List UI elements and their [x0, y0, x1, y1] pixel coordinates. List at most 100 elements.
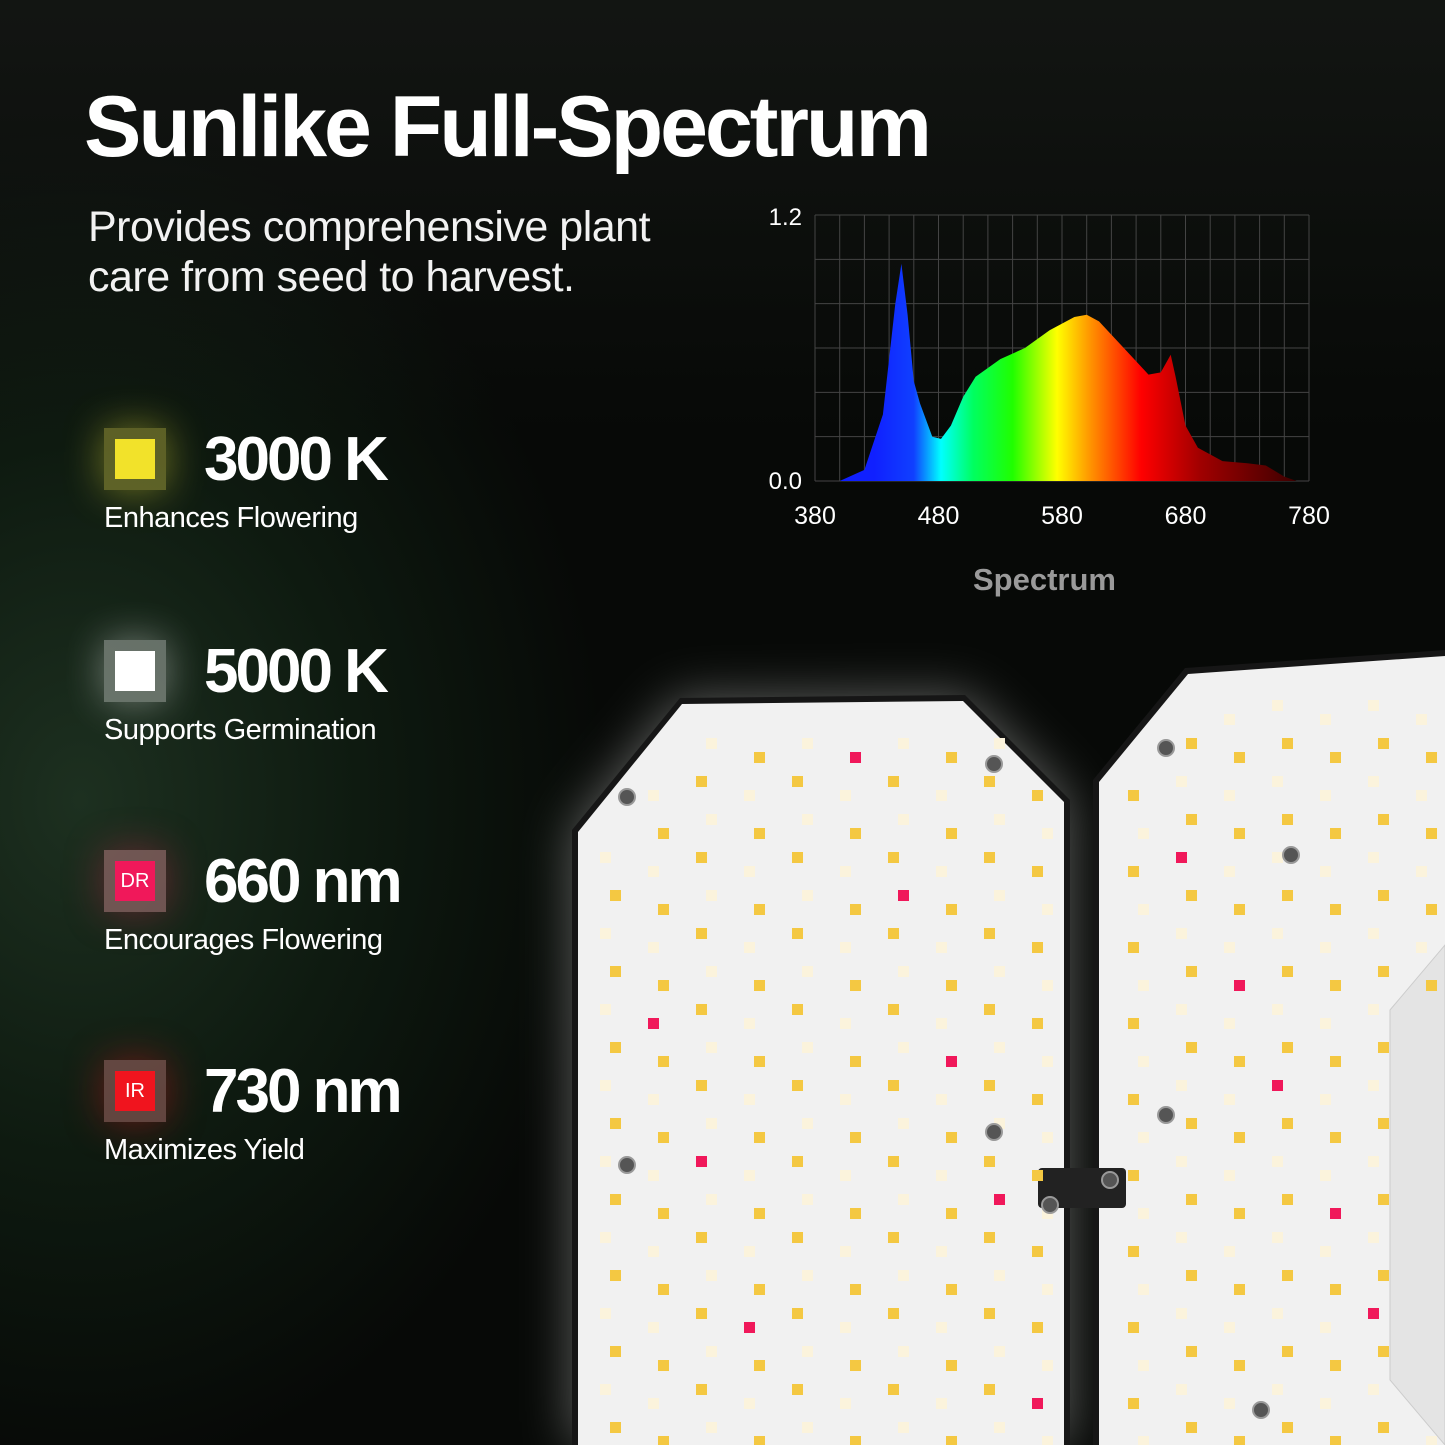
led-chip [706, 1042, 717, 1053]
led-chip [888, 1384, 899, 1395]
led-chip [840, 866, 851, 877]
led-chip [1224, 942, 1235, 953]
led-chip [744, 1018, 755, 1029]
led-chip [1032, 1170, 1043, 1181]
led-chip [888, 1004, 899, 1015]
led-chip [994, 1346, 1005, 1357]
led-chip [1128, 1170, 1139, 1181]
led-chip [984, 1384, 995, 1395]
led-chip [840, 1094, 851, 1105]
spectrum-chart: 380 480 580 680 780 0.0 1.2 [769, 204, 1330, 530]
led-chip [1368, 1384, 1379, 1395]
led-chip [1330, 1056, 1341, 1067]
led-chip [984, 1308, 995, 1319]
led-chip [1378, 1042, 1389, 1053]
led-chip [754, 1284, 765, 1295]
led-chip [1032, 1322, 1043, 1333]
led-chip [1234, 1284, 1245, 1295]
led-chip [1176, 852, 1187, 863]
led-chip [1224, 790, 1235, 801]
led-chip [1234, 980, 1245, 991]
led-chip [600, 852, 611, 863]
led-chip [936, 790, 947, 801]
led-chip [888, 1080, 899, 1091]
led-chip [984, 1004, 995, 1015]
led-chip [802, 1422, 813, 1433]
screw-icon [1252, 1401, 1270, 1419]
led-chip [1378, 814, 1389, 825]
led-chip [1032, 942, 1043, 953]
led-chip [850, 752, 861, 763]
led-chip [610, 1118, 621, 1129]
led-chip [1186, 1118, 1197, 1129]
screw-icon [1157, 1106, 1175, 1124]
led-chip [600, 1156, 611, 1167]
led-chip [1176, 1156, 1187, 1167]
led-chip [840, 790, 851, 801]
led-chip [696, 1004, 707, 1015]
led-chip [888, 852, 899, 863]
led-chip [802, 1194, 813, 1205]
led-chip [1176, 928, 1187, 939]
led-chip [648, 1170, 659, 1181]
led-chip [1128, 1246, 1139, 1257]
led-chip [792, 1156, 803, 1167]
led-chip [744, 790, 755, 801]
led-chip [1234, 1056, 1245, 1067]
led-chip [1330, 1208, 1341, 1219]
led-chip [1320, 1170, 1331, 1181]
led-chip [840, 1170, 851, 1181]
led-chip [946, 1360, 957, 1371]
led-chip [610, 966, 621, 977]
led-chip [984, 1080, 995, 1091]
spectrum-area [839, 263, 1297, 481]
led-chip [1128, 790, 1139, 801]
led-chip [706, 1346, 717, 1357]
led-chip [1330, 1360, 1341, 1371]
led-chip [802, 1346, 813, 1357]
led-chip [994, 1118, 1005, 1129]
led-chip [610, 1422, 621, 1433]
led-chip [754, 1208, 765, 1219]
led-chip [1234, 828, 1245, 839]
led-chip [946, 1284, 957, 1295]
led-chip [898, 814, 909, 825]
led-chip [1186, 1346, 1197, 1357]
led-chip [936, 1246, 947, 1257]
led-chip [1224, 1322, 1235, 1333]
led-chip [1426, 752, 1437, 763]
led-chip [898, 1346, 909, 1357]
led-chip [994, 738, 1005, 749]
led-chip [1282, 1042, 1293, 1053]
led-chip [1032, 1094, 1043, 1105]
led-chip [610, 1042, 621, 1053]
screw-icon [985, 1123, 1003, 1141]
led-chip [658, 1056, 669, 1067]
led-chip [946, 1056, 957, 1067]
led-chip [1416, 714, 1427, 725]
led-chip [1176, 1308, 1187, 1319]
led-chip [1176, 1004, 1187, 1015]
led-chip [1272, 1080, 1283, 1091]
led-chip [1416, 790, 1427, 801]
led-chip [754, 828, 765, 839]
led-chip [706, 814, 717, 825]
led-chip [658, 1132, 669, 1143]
led-chip [946, 752, 957, 763]
led-chip [696, 928, 707, 939]
screw-icon [1041, 1196, 1059, 1214]
led-chip [1186, 738, 1197, 749]
white-led-icon [104, 640, 166, 702]
led-chip [1282, 966, 1293, 977]
led-chip [1234, 1436, 1245, 1445]
led-chip [888, 928, 899, 939]
led-chip [888, 1156, 899, 1167]
led-chip [792, 1232, 803, 1243]
led-chip [658, 1284, 669, 1295]
led-chip [1320, 1398, 1331, 1409]
led-chip [802, 1118, 813, 1129]
led-chip [792, 1080, 803, 1091]
led-chip [1138, 1284, 1149, 1295]
led-chip [994, 1042, 1005, 1053]
led-chip [1128, 1398, 1139, 1409]
